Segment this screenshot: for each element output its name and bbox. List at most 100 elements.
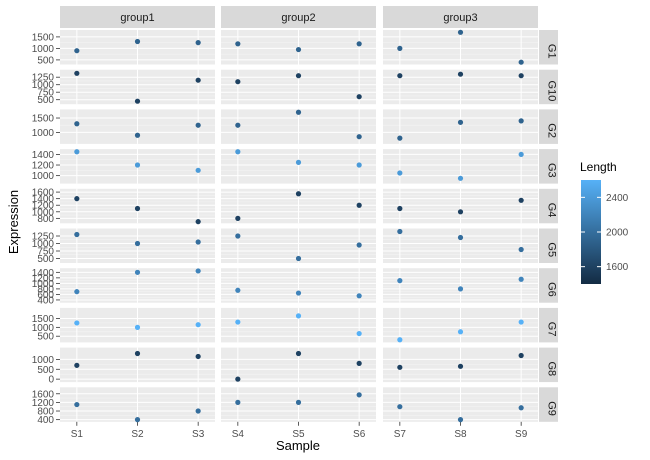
data-point-G4-S9: [518, 197, 524, 203]
data-point-G5-S8: [457, 234, 464, 241]
data-point-G3-S6: [356, 162, 362, 168]
data-point-G10-S7: [397, 73, 403, 79]
data-point-G10-S5: [295, 73, 302, 79]
data-point-G1-S1: [74, 48, 80, 54]
data-point-G8-S1: [74, 362, 80, 368]
data-point-G6-S4: [235, 287, 241, 293]
data-point-G6-S3: [195, 268, 201, 274]
data-point-G6-S8: [457, 286, 464, 292]
row-strip-G9: [539, 387, 558, 422]
y-tick-label: 1200: [32, 161, 55, 172]
y-tick-label: 1000: [32, 128, 55, 139]
data-point-G10-S4: [235, 79, 241, 85]
data-point-G10-S6: [356, 94, 362, 100]
data-point-G9-S3: [195, 408, 201, 414]
y-tick-label: 750: [37, 247, 54, 258]
data-point-G1-S2: [134, 38, 141, 45]
data-point-G1-S8: [457, 29, 464, 35]
data-point-G3-S8: [457, 175, 464, 181]
data-point-G9-S9: [518, 405, 524, 411]
x-axis-title: Sample: [276, 438, 320, 453]
row-strip-G2: [539, 109, 558, 144]
data-point-G7-S4: [235, 319, 241, 325]
y-tick-label: 1200: [32, 398, 55, 409]
y-tick-label: 1250: [32, 73, 55, 84]
data-point-G8-S9: [518, 352, 524, 359]
data-point-G10-S2: [134, 98, 141, 104]
data-point-G1-S9: [518, 59, 524, 65]
data-point-G10-S8: [457, 71, 464, 77]
data-point-G2-S1: [74, 121, 80, 127]
data-point-G9-S7: [397, 404, 403, 410]
data-point-G4-S2: [134, 205, 141, 212]
data-point-G6-S9: [518, 276, 524, 282]
data-point-G2-S3: [195, 122, 201, 128]
y-tick-label: 1500: [32, 32, 55, 43]
data-point-G1-S3: [195, 40, 201, 46]
y-tick-label: 1600: [32, 389, 55, 400]
row-strip-G6: [539, 268, 558, 303]
x-tick-label: S9: [515, 429, 528, 440]
y-tick-label: 1000: [32, 355, 55, 366]
column-strip-group3: [383, 6, 538, 28]
column-strip-label: group2: [281, 12, 315, 24]
data-point-G8-S3: [195, 353, 201, 360]
row-strip-label: G1: [546, 44, 558, 59]
row-strip-G1: [539, 30, 558, 65]
column-strip-label: group3: [443, 12, 477, 24]
data-point-G6-S1: [74, 289, 80, 295]
data-point-G2-S9: [518, 118, 524, 124]
data-point-G4-S1: [74, 196, 80, 202]
data-point-G2-S8: [457, 119, 464, 125]
data-point-G1-S5: [295, 46, 302, 53]
y-tick-label: 800: [37, 284, 54, 295]
data-point-G9-S1: [74, 401, 80, 408]
data-point-G3-S4: [235, 149, 241, 155]
data-point-G10-S3: [195, 77, 201, 83]
y-tick-label: 1000: [32, 44, 55, 55]
data-point-G2-S6: [356, 134, 362, 140]
data-point-G5-S5: [295, 255, 302, 262]
data-point-G10-S9: [518, 73, 524, 79]
y-tick-label: 1400: [32, 194, 55, 205]
row-strip-label: G8: [546, 362, 558, 377]
y-tick-label: 800: [37, 214, 54, 225]
x-tick-label: S3: [192, 429, 205, 440]
y-tick-label: 1000: [32, 207, 55, 218]
data-point-G5-S1: [74, 231, 80, 238]
row-strip-label: G9: [546, 401, 558, 416]
data-point-G9-S5: [295, 399, 302, 405]
data-point-G8-S4: [235, 376, 241, 382]
y-tick-label: 1250: [32, 232, 55, 243]
y-tick-label: 1400: [32, 268, 55, 279]
x-tick-label: S1: [71, 429, 84, 440]
data-point-G3-S2: [134, 162, 141, 168]
data-point-G7-S3: [195, 322, 201, 328]
data-point-G4-S6: [356, 202, 362, 208]
y-tick-label: 600: [37, 290, 54, 301]
data-point-G4-S4: [235, 215, 241, 221]
data-point-G2-S7: [397, 135, 403, 141]
y-axis-title: Expression: [6, 190, 21, 254]
data-point-G7-S9: [518, 319, 524, 325]
y-tick-label: 400: [37, 295, 54, 306]
data-point-G7-S6: [356, 330, 362, 337]
data-point-G10-S1: [74, 70, 80, 76]
data-point-G4-S5: [295, 191, 302, 197]
data-point-G2-S4: [235, 122, 241, 128]
y-tick-label: 500: [37, 95, 54, 106]
y-tick-label: 750: [37, 88, 54, 99]
data-point-G3-S5: [295, 159, 302, 165]
data-point-G4-S3: [195, 219, 201, 225]
axis-ticks: 5001000150050075010001250100015001000120…: [32, 32, 528, 439]
y-tick-label: 1400: [32, 150, 55, 161]
legend-tick-label: 1600: [606, 262, 629, 273]
data-point-G5-S4: [235, 233, 241, 239]
row-strip-label: G2: [546, 123, 558, 138]
data-point-G7-S1: [74, 320, 80, 326]
data-point-G1-S4: [235, 41, 241, 47]
legend-colorbar: [581, 180, 601, 284]
data-point-G1-S6: [356, 41, 362, 47]
row-strip-G4: [539, 188, 558, 224]
data-point-G4-S7: [397, 205, 403, 212]
